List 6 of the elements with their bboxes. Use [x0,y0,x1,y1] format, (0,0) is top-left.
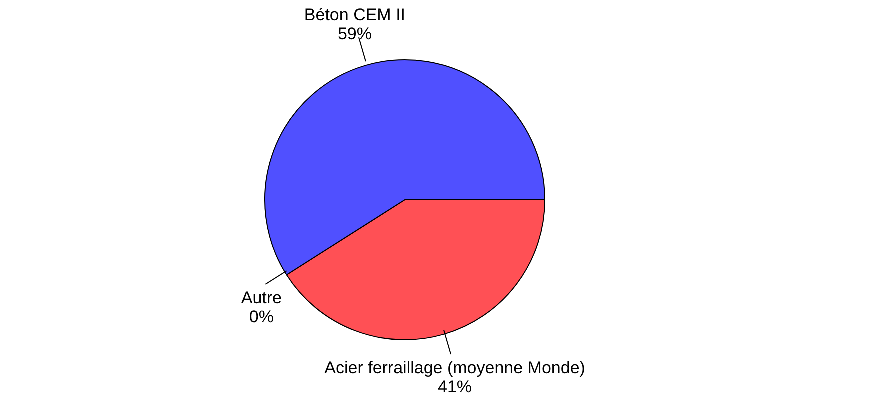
data-label: 59% [338,24,372,44]
data-label: 41% [438,377,472,396]
slice-label: Acier ferraillage (moyenne Monde) [324,358,586,378]
legend-label: Autre [241,288,282,308]
slice-label: Béton CEM II [304,6,406,25]
text: 0% [249,307,274,326]
